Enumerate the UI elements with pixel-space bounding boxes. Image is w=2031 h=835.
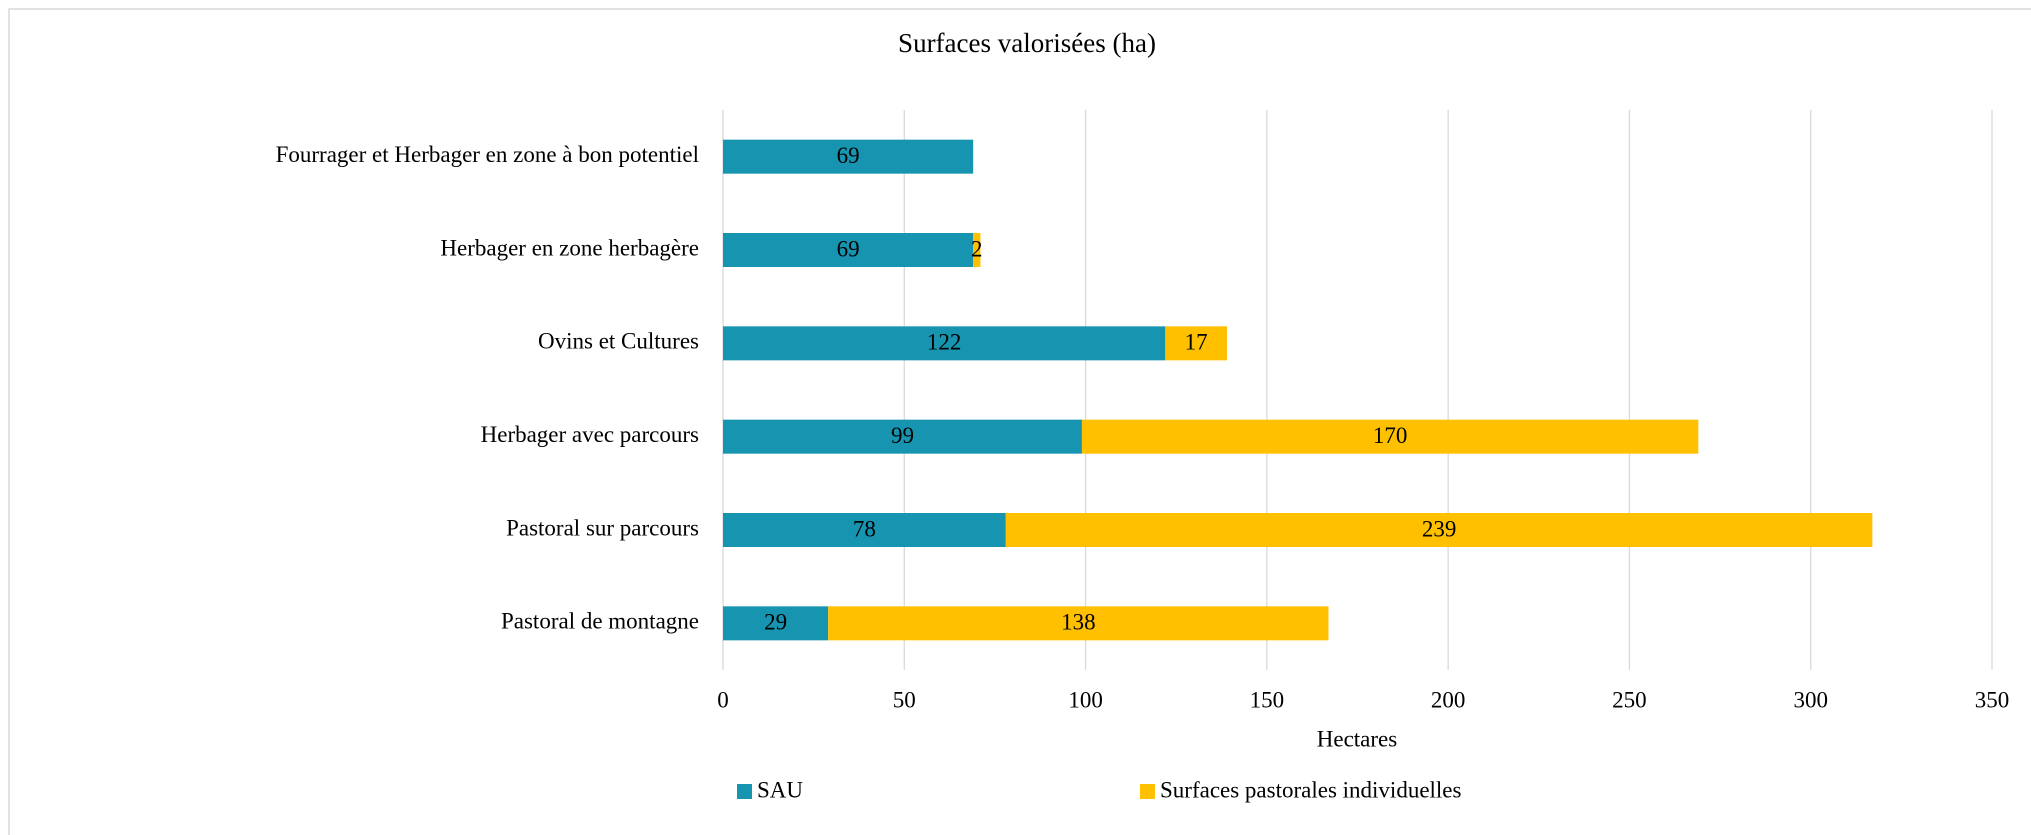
y-tick-label: Herbager avec parcours bbox=[481, 422, 699, 447]
legend-label: Surfaces pastorales individuelles bbox=[1160, 777, 1462, 802]
data-label: 239 bbox=[1422, 516, 1457, 541]
chart-title: Surfaces valorisées (ha) bbox=[898, 28, 1156, 58]
bar-segment bbox=[828, 606, 1329, 641]
bar-segment bbox=[723, 326, 1166, 361]
legend-swatch bbox=[737, 784, 752, 799]
bar-segment bbox=[1165, 326, 1227, 361]
bar-segment bbox=[723, 606, 829, 641]
x-tick-label: 0 bbox=[717, 687, 729, 712]
legend-label: SAU bbox=[757, 777, 803, 802]
x-tick-label: 150 bbox=[1250, 687, 1285, 712]
data-label: 138 bbox=[1061, 610, 1096, 635]
legend-swatch bbox=[1140, 784, 1155, 799]
data-label: 69 bbox=[837, 236, 860, 261]
data-label: 99 bbox=[891, 423, 914, 448]
bar-segment bbox=[723, 419, 1082, 454]
bar-segment bbox=[723, 233, 974, 267]
data-label: 17 bbox=[1185, 330, 1208, 355]
data-label: 170 bbox=[1373, 423, 1408, 448]
x-tick-label: 250 bbox=[1612, 687, 1647, 712]
x-tick-label: 300 bbox=[1793, 687, 1828, 712]
data-label: 78 bbox=[853, 516, 876, 541]
y-tick-label: Fourrager et Herbager en zone à bon pote… bbox=[276, 142, 699, 167]
data-label: 29 bbox=[764, 610, 787, 635]
x-tick-label: 350 bbox=[1975, 687, 2010, 712]
y-tick-label: Ovins et Cultures bbox=[538, 329, 699, 354]
bar-segment bbox=[973, 233, 981, 267]
data-label: 2 bbox=[971, 236, 983, 261]
y-tick-label: Pastoral de montagne bbox=[501, 609, 699, 634]
data-label: 122 bbox=[927, 330, 962, 355]
x-tick-label: 200 bbox=[1431, 687, 1466, 712]
y-tick-label: Herbager en zone herbagère bbox=[440, 235, 699, 260]
y-tick-label: Pastoral sur parcours bbox=[506, 515, 699, 540]
bar-segment bbox=[723, 513, 1006, 547]
bar-segment bbox=[723, 139, 974, 174]
data-label: 69 bbox=[837, 143, 860, 168]
bar-segment bbox=[1081, 419, 1699, 454]
bar-segment bbox=[1005, 513, 1873, 547]
x-axis-title: Hectares bbox=[1317, 726, 1397, 751]
x-tick-label: 50 bbox=[893, 687, 916, 712]
x-tick-label: 100 bbox=[1068, 687, 1103, 712]
